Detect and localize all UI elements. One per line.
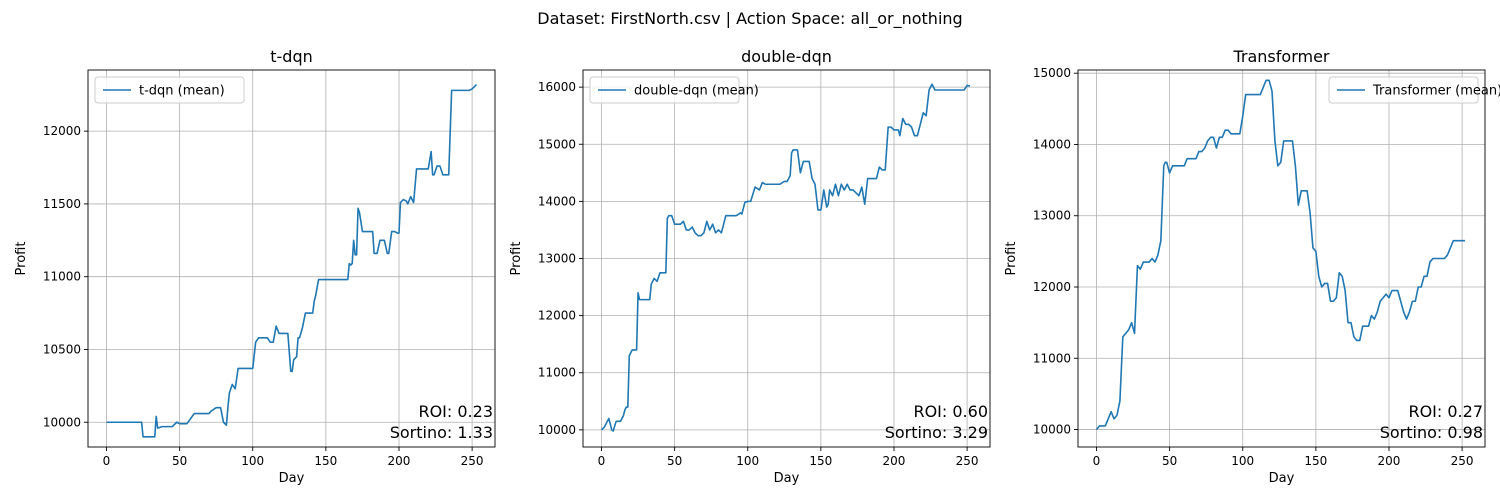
- axes-frame: [1077, 69, 1486, 448]
- sortino-annotation: Sortino: 0.98: [1380, 423, 1483, 442]
- series-line: [106, 83, 478, 438]
- figure-title: Dataset: FirstNorth.csv | Action Space: …: [537, 9, 962, 29]
- y-tick-label: 11000: [538, 366, 576, 380]
- legend-box: [94, 76, 245, 104]
- y-axis-label: Profit: [14, 242, 29, 276]
- y-tick-label: 12000: [1033, 280, 1071, 294]
- chart-panel-2: 0 50 100 150 200 250 10000 11000 12000 13000 14000…: [509, 47, 991, 486]
- y-tick-label: 14000: [1033, 137, 1071, 151]
- chart-title: Transformer: [1232, 47, 1329, 66]
- y-tick-label: 11000: [1033, 351, 1071, 365]
- sortino-annotation: Sortino: 3.29: [885, 423, 988, 442]
- y-tick-label: 12000: [43, 124, 81, 138]
- x-tick-label: 250: [956, 454, 979, 468]
- y-tick-label: 11000: [43, 270, 81, 284]
- x-tick-label: 50: [1162, 454, 1177, 468]
- x-tick-label: 200: [1378, 454, 1401, 468]
- y-tick-label: 13000: [538, 252, 576, 266]
- roi-annotation: ROI: 0.27: [1408, 402, 1483, 421]
- chart-title: t-dqn: [270, 47, 313, 66]
- x-tick-label: 150: [809, 454, 832, 468]
- x-tick-label: 100: [736, 454, 759, 468]
- chart-panel-3: 0 50 100 150 200 250 10000 11000 12000 13000 14000…: [1004, 47, 1500, 486]
- y-tick-label: 12000: [538, 309, 576, 323]
- x-tick-label: 150: [314, 454, 337, 468]
- legend-label: Transformer (mean): [1372, 84, 1500, 99]
- legend: Transformer (mean): [1328, 76, 1500, 104]
- y-tick-label: 10000: [538, 423, 576, 437]
- x-tick-label: 250: [1451, 454, 1474, 468]
- x-tick-label: 250: [461, 454, 484, 468]
- y-tick-label: 10000: [1033, 423, 1071, 437]
- y-tick-label: 10000: [43, 415, 81, 429]
- roi-annotation: ROI: 0.23: [418, 402, 493, 421]
- legend: t-dqn (mean): [94, 76, 245, 104]
- x-axis-label: Day: [279, 471, 305, 486]
- x-tick-label: 50: [172, 454, 187, 468]
- x-axis-label: Day: [1269, 471, 1295, 486]
- y-axis-label: Profit: [1004, 242, 1019, 276]
- chart-panel-1: 0 50 100 150 200 250 10000 10500 11000 11500 12000…: [14, 47, 496, 486]
- x-tick-label: 50: [667, 454, 682, 468]
- y-tick-label: 16000: [538, 80, 576, 94]
- x-tick-label: 100: [1231, 454, 1254, 468]
- x-tick-label: 0: [1093, 454, 1101, 468]
- y-tick-label: 11500: [43, 197, 81, 211]
- x-tick-label: 150: [1304, 454, 1327, 468]
- legend-box: [589, 76, 740, 104]
- y-tick-label: 14000: [538, 194, 576, 208]
- x-axis-label: Day: [774, 471, 800, 486]
- x-tick-label: 200: [883, 454, 906, 468]
- sortino-annotation: Sortino: 1.33: [390, 423, 493, 442]
- x-tick-label: 100: [241, 454, 264, 468]
- x-tick-label: 200: [388, 454, 411, 468]
- legend-box: [1328, 76, 1479, 104]
- legend: double-dqn (mean): [589, 76, 759, 104]
- roi-annotation: ROI: 0.60: [913, 402, 988, 421]
- legend-label: t-dqn (mean): [139, 84, 225, 99]
- x-tick-label: 0: [598, 454, 606, 468]
- chart-title: double-dqn: [741, 47, 832, 66]
- axes-frame: [87, 69, 496, 448]
- y-tick-label: 10500: [43, 342, 81, 356]
- series-line: [600, 83, 971, 432]
- y-tick-label: 15000: [538, 137, 576, 151]
- x-tick-label: 0: [103, 454, 111, 468]
- series-line: [1095, 79, 1466, 431]
- y-tick-label: 15000: [1033, 66, 1071, 80]
- legend-label: double-dqn (mean): [634, 84, 759, 99]
- y-axis-label: Profit: [509, 242, 524, 276]
- y-tick-label: 13000: [1033, 209, 1071, 223]
